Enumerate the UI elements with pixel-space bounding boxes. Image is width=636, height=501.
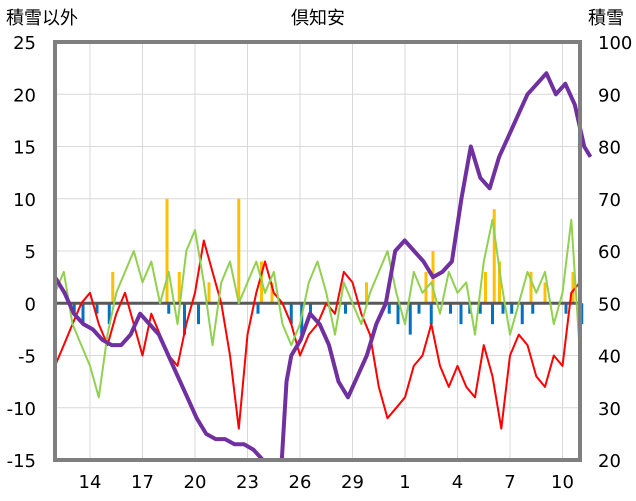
x-tick-labels: 14 17 20 23 26 29 1 4 7 10 (79, 472, 574, 493)
right-tick-label: 100 (598, 33, 632, 54)
left-tick-label: -5 (18, 347, 36, 368)
blue-bar (72, 303, 76, 314)
orange-bar (165, 198, 169, 304)
left-tick-labels: 25 20 15 10 5 0 -5 -10 -15 (7, 33, 36, 472)
orange-bar (237, 198, 241, 304)
blue-bar (95, 303, 99, 314)
right-axis-label: 積雪 (588, 8, 624, 29)
blue-bar (107, 303, 111, 325)
blue-bar (408, 303, 412, 335)
green-series-line (54, 218, 581, 399)
right-tick-label: 70 (598, 190, 621, 211)
left-tick-label: 10 (13, 190, 36, 211)
x-tick-label: 29 (341, 472, 364, 493)
blue-bar (520, 303, 524, 325)
x-tick-label: 23 (236, 472, 259, 493)
orange-bar (492, 209, 496, 304)
blue-bar (387, 303, 391, 314)
orange-bar (529, 271, 533, 304)
left-tick-label: -15 (7, 451, 36, 472)
left-tick-label: 5 (25, 242, 36, 263)
series-lines (53, 71, 593, 462)
left-tick-label: -10 (7, 399, 36, 420)
plot-frame (53, 40, 582, 462)
right-tick-label: 20 (598, 451, 621, 472)
snow-depth-line (53, 71, 593, 462)
blue-bar (564, 303, 568, 314)
blue-bar (501, 303, 505, 314)
blue-bar (417, 303, 421, 314)
chart-title: 倶知安 (291, 8, 345, 29)
blue-bar (510, 303, 514, 314)
left-tick-label: 0 (25, 294, 36, 315)
x-tick-label: 1 (399, 472, 410, 493)
orange-bar (498, 261, 501, 304)
orange-bar (270, 282, 274, 304)
right-tick-label: 30 (598, 399, 621, 420)
blue-bar (491, 303, 494, 325)
blue-bar (309, 303, 312, 314)
blue-bar (289, 303, 293, 325)
blue-bar (459, 303, 463, 325)
right-tick-label: 80 (598, 138, 621, 159)
x-tick-label: 17 (131, 472, 154, 493)
orange-bar (207, 282, 211, 304)
x-tick-label: 7 (504, 472, 515, 493)
orange-bar (571, 271, 575, 304)
blue-bar (344, 303, 347, 314)
blue-bar (429, 303, 433, 325)
blue-bar (256, 303, 260, 314)
right-tick-label: 50 (598, 294, 621, 315)
x-tick-label: 10 (551, 472, 574, 493)
blue-bar (449, 303, 452, 314)
right-tick-label: 90 (598, 85, 621, 106)
orange-bar (543, 282, 547, 304)
left-tick-label: 25 (13, 33, 36, 54)
left-axis-label: 積雪以外 (6, 8, 78, 29)
right-tick-labels: 100 90 80 70 60 50 40 30 20 (598, 33, 632, 472)
orange-bar (365, 282, 368, 304)
red-series-line (54, 239, 581, 430)
blue-bar (81, 303, 85, 325)
blue-bar (478, 303, 482, 314)
right-tick-label: 40 (598, 347, 621, 368)
blue-bar (197, 303, 200, 325)
blue-bar (396, 303, 400, 325)
orange-bar (177, 271, 181, 304)
left-tick-label: 15 (13, 138, 36, 159)
left-tick-label: 20 (13, 85, 36, 106)
blue-bar (531, 303, 535, 314)
x-tick-label: 26 (289, 472, 312, 493)
right-tick-label: 60 (598, 242, 621, 263)
x-tick-label: 4 (452, 472, 463, 493)
orange-bar (484, 271, 487, 304)
blue-bar (183, 303, 186, 335)
blue-bar (167, 303, 171, 314)
x-tick-label: 14 (79, 472, 102, 493)
x-tick-label: 20 (184, 472, 207, 493)
orange-bar (111, 271, 115, 304)
